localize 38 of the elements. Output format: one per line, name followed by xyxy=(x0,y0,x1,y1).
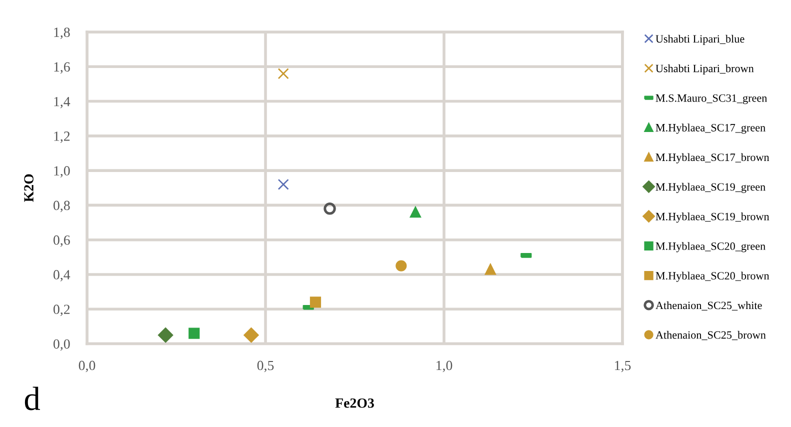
legend-label: M.Hyblaea_SC20_brown xyxy=(656,272,770,282)
x-tick-label: 0,5 xyxy=(257,360,274,372)
y-tick-label: 0,8 xyxy=(54,200,70,212)
x-tick-label: 1,5 xyxy=(615,360,631,372)
x-tick-label: 0,0 xyxy=(78,360,96,372)
x-tick-label: 1,0 xyxy=(436,360,452,372)
text: d xyxy=(24,386,40,410)
legend-label: M.Hyblaea_SC19_green xyxy=(656,182,766,193)
legend-label: Athenaion_SC25_brown xyxy=(656,330,766,340)
y-tick-label: 0,2 xyxy=(54,304,70,316)
y-tick-label: 0,6 xyxy=(54,235,70,247)
point xyxy=(396,260,407,272)
legend-label: M.Hyblaea_SC20_green xyxy=(656,242,766,252)
legend-label: Athenaion_SC25_white xyxy=(656,301,762,310)
point xyxy=(410,206,422,218)
legend-label: Ushabti Lipari_brown xyxy=(656,64,754,74)
point xyxy=(324,202,336,215)
point xyxy=(188,328,200,339)
y-tick-label: 1,2 xyxy=(54,132,70,143)
y-tick-label: 0,0 xyxy=(54,339,70,351)
point xyxy=(244,328,259,343)
legend-label: M.Hyblaea_SC19_brown xyxy=(656,212,770,223)
y-tick-label: 0,4 xyxy=(54,270,70,282)
point xyxy=(484,264,496,275)
y-tick-label: 1,8 xyxy=(54,28,70,39)
y-axis-title: K2O xyxy=(24,174,34,202)
y-tick-label: 1,6 xyxy=(54,62,70,74)
legend-label: M.Hyblaea_SC17_green xyxy=(656,124,766,134)
point xyxy=(158,328,174,343)
point xyxy=(278,68,289,80)
legend-label: Ushabti Lipari_blue xyxy=(656,34,744,45)
point xyxy=(278,178,289,190)
y-tick-label: 1,0 xyxy=(54,166,70,178)
x-axis-title: Fe2O3 xyxy=(335,398,374,408)
point xyxy=(310,296,322,308)
legend-label: M.Hyblaea_SC17_brown xyxy=(656,153,770,164)
legend-label: M.S.Mauro_SC31_green xyxy=(656,94,768,104)
y-tick-label: 1,4 xyxy=(54,96,70,108)
